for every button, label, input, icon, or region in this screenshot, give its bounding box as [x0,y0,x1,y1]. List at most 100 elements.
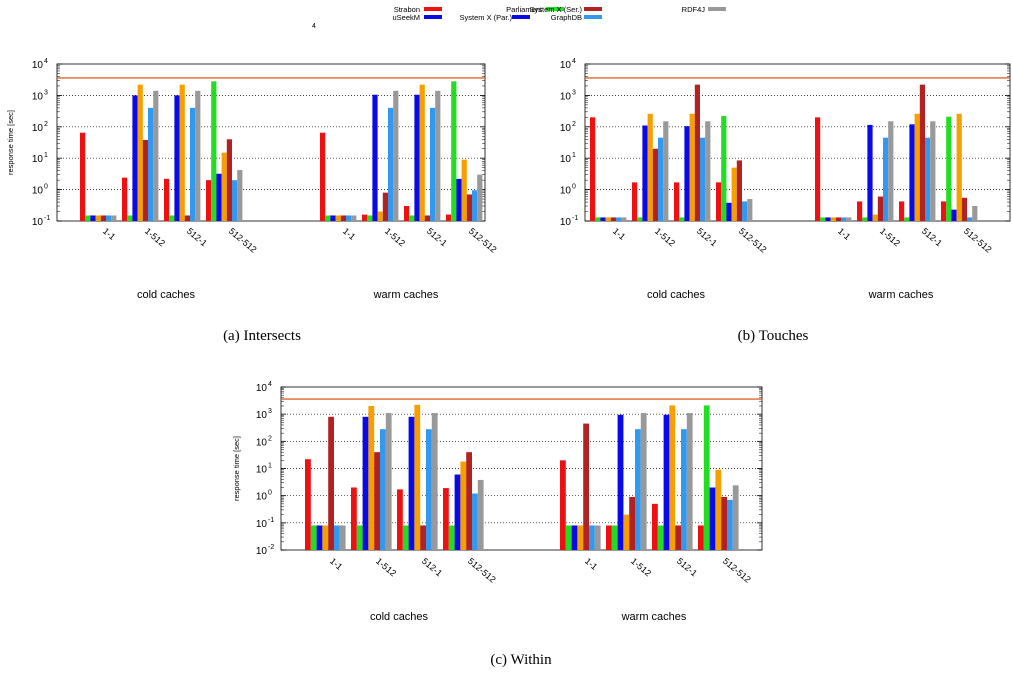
bar-parliament [946,116,952,221]
category-label: 1-1 [836,226,852,242]
bar-strabon [652,503,658,550]
bar-useekm [951,209,957,221]
bar-rdf4j [435,90,441,221]
bar-useekm [408,416,415,550]
bar-graphdb [681,429,687,550]
category-label: 512-512 [227,226,259,255]
category-label: 1-512 [383,226,407,248]
legend-swatch [512,15,530,19]
bar-system-x-par [460,461,467,550]
bar-system-x-ser [675,525,681,550]
tick-label: 10 [256,437,268,448]
bar-system-x-par [830,217,836,221]
bar-system-x-par [623,514,630,550]
category-label: 1-1 [341,226,357,242]
bar-graphdb [658,137,664,221]
bar-system-x-ser [374,452,380,550]
tick-label-exponent: 1 [44,152,48,159]
bar-system-x-par [95,215,101,221]
tick-label-exponent: -1 [268,517,274,524]
bar-graphdb [232,180,238,221]
bar-graphdb [635,429,641,550]
bar-parliament [904,217,910,221]
bar-strabon [122,177,128,221]
tick-label: 10 [256,546,268,557]
subfigure-caption: (a) Intersects [223,328,301,344]
tick-label: 10 [32,154,44,165]
bar-system-x-par [179,84,185,222]
tick-label: 10 [560,60,572,71]
bar-system-x-ser [424,215,430,221]
bar-system-x-par [335,215,341,221]
bar-strabon [443,488,449,550]
bar-parliament [637,217,643,221]
tick-label-exponent: 1 [268,463,272,470]
bar-parliament [409,215,415,221]
bar-graphdb [727,499,733,550]
category-label: 512-512 [962,226,994,255]
bar-system-x-ser [961,197,967,221]
legend-label: Strabon [394,5,420,14]
bar-rdf4j [431,413,438,550]
bar-useekm [600,217,606,221]
bar-system-x-par [137,84,143,222]
group-label: warm caches [868,289,934,301]
bar-strabon [698,525,704,550]
bar-useekm [362,416,369,550]
bar-useekm [330,215,336,221]
tick-label: 10 [32,91,44,102]
tick-label-exponent: -1 [572,215,578,222]
category-label: 1-1 [583,556,599,572]
bar-system-x-ser [629,496,635,550]
bar-strabon [674,182,680,221]
category-label: 512-1 [420,556,444,578]
bar-rdf4j [237,170,243,221]
bar-system-x-ser [328,416,334,550]
tick-label: 10 [32,123,44,134]
bar-useekm [617,414,624,550]
tick-label-exponent: 0 [268,490,272,497]
y-axis-title: response time [sec] [6,110,15,175]
tick-label-exponent: 2 [44,121,48,128]
bar-rdf4j [477,174,483,221]
bar-strabon [206,180,212,221]
bar-system-x-par [221,152,227,221]
bar-system-x-ser [736,160,742,221]
bar-system-x-ser [694,84,700,222]
bar-system-x-par [689,113,695,221]
bar-useekm [642,125,648,221]
bar-useekm [132,95,138,221]
bar-useekm [571,525,578,550]
bar-graphdb [388,107,394,221]
bar-parliament [356,525,363,550]
bar-strabon [404,206,410,221]
bar-system-x-ser [466,452,472,550]
subfigure-caption: (b) Touches [738,328,809,344]
bar-system-x-ser [721,496,727,550]
category-label: 512-1 [920,226,944,248]
bar-system-x-ser [184,215,190,221]
bar-graphdb [742,201,748,221]
legend-swatch [546,7,564,11]
tick-label-exponent: 2 [268,435,272,442]
bar-rdf4j [705,121,711,221]
tick-label: 10 [32,60,44,71]
tick-label-exponent: 0 [572,184,576,191]
bar-parliament [451,81,457,221]
bar-system-x-ser [835,217,841,221]
bar-parliament [310,525,317,550]
legend-swatch [708,7,726,11]
group-label: warm caches [373,289,439,301]
tick-label-exponent: 4 [268,381,272,388]
subfigure-caption: (c) Within [490,652,552,668]
bar-rdf4j [385,413,392,550]
bar-useekm [726,202,732,221]
bar-strabon [164,178,170,221]
tick-label-exponent: 0 [44,184,48,191]
bar-rdf4j [888,121,894,221]
legend-swatch [424,7,442,11]
bar-system-x-ser [610,217,616,221]
bar-graphdb [380,429,386,550]
tick-label-exponent: 3 [44,89,48,96]
